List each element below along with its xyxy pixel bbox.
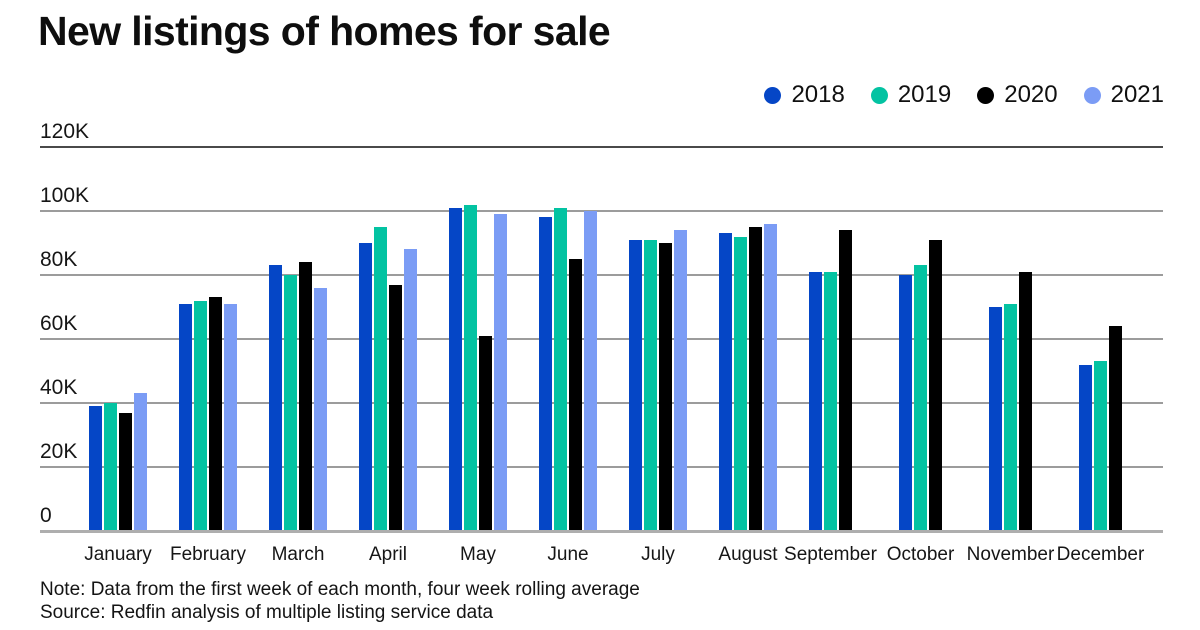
bar-2018-january <box>89 406 102 531</box>
bar-2018-march <box>269 265 282 531</box>
bar-2020-february <box>209 297 222 531</box>
chart-title: New listings of homes for sale <box>38 8 611 54</box>
bar-2019-september <box>824 271 837 531</box>
bar-2020-march <box>299 262 312 531</box>
x-axis-label-january: January <box>84 544 152 565</box>
gridline-100k <box>40 210 1163 212</box>
gridline-20k <box>40 466 1163 468</box>
gridline-80k <box>40 274 1163 276</box>
gridline-40k <box>40 402 1163 404</box>
x-axis-label-february: February <box>169 544 247 565</box>
legend-label-2020: 2020 <box>1004 81 1058 108</box>
x-axis-label-april: April <box>368 544 407 565</box>
legend-item-2021: 2021 <box>1083 81 1164 109</box>
x-axis-label-august: August <box>718 544 778 565</box>
bar-2018-november <box>989 307 1002 531</box>
bar-2020-june <box>569 259 582 531</box>
bar-2018-june <box>539 217 552 531</box>
gridline-0 <box>40 530 1163 533</box>
x-axis-label-september: September <box>784 544 877 565</box>
y-axis-tick-80k: 80K <box>40 248 78 271</box>
bar-2020-january <box>119 412 132 531</box>
y-axis-tick-100k: 100K <box>40 184 90 207</box>
legend-item-2018: 2018 <box>764 81 845 109</box>
bar-2021-january <box>134 393 147 531</box>
note-text: Note: Data from the first week of each m… <box>40 579 640 600</box>
bar-2018-august <box>719 233 732 531</box>
gridline-120k <box>40 146 1163 148</box>
bar-2020-december <box>1109 326 1122 531</box>
gridline-60k <box>40 338 1163 340</box>
x-axis-label-june: June <box>547 544 589 565</box>
bar-2018-december <box>1079 364 1092 531</box>
bar-2020-april <box>389 284 402 531</box>
y-axis-tick-120k: 120K <box>40 120 90 143</box>
footer-notes: Note: Data from the first week of each m… <box>40 578 640 624</box>
bar-2018-july <box>629 239 642 531</box>
x-axis-label-march: March <box>271 544 325 565</box>
bar-2019-may <box>464 204 477 531</box>
x-axis-label-october: October <box>886 544 955 565</box>
legend-dot-2019 <box>870 86 888 104</box>
bar-2019-march <box>284 275 297 531</box>
bar-2019-december <box>1094 361 1107 531</box>
bar-2021-april <box>404 249 417 531</box>
legend-item-2019: 2019 <box>870 81 952 109</box>
bar-2019-february <box>194 300 207 531</box>
legend-dot-2021 <box>1083 86 1101 104</box>
bar-2019-october <box>914 265 927 531</box>
bar-2021-may <box>494 214 507 531</box>
bar-2020-november <box>1019 271 1032 531</box>
bar-2020-october <box>929 239 942 531</box>
bar-2018-october <box>899 275 912 531</box>
bar-2018-may <box>449 207 462 531</box>
bar-2019-june <box>554 207 567 531</box>
x-axis-label-december: December <box>1056 544 1145 565</box>
bar-2021-august <box>764 223 777 531</box>
bar-2020-may <box>479 335 492 531</box>
y-axis-tick-0: 0 <box>40 504 52 527</box>
legend-dot-2020 <box>977 86 995 104</box>
y-axis-tick-40k: 40K <box>40 376 78 399</box>
bar-2020-september <box>839 230 852 531</box>
bar-2020-july <box>659 243 672 531</box>
y-axis-tick-20k: 20K <box>40 440 78 463</box>
bar-2021-march <box>314 287 327 531</box>
bar-2019-august <box>734 236 747 531</box>
legend-label-2021: 2021 <box>1110 81 1164 108</box>
bar-2021-july <box>674 230 687 531</box>
bar-2021-june <box>584 211 597 531</box>
x-axis-label-july: July <box>641 544 675 565</box>
bar-2019-april <box>374 227 387 531</box>
bar-2018-february <box>179 303 192 531</box>
x-axis-label-november: November <box>966 544 1055 565</box>
bar-2018-april <box>359 243 372 531</box>
legend-item-2020: 2020 <box>977 81 1058 109</box>
bar-2019-july <box>644 239 657 531</box>
bar-2018-september <box>809 271 822 531</box>
bar-2019-november <box>1004 303 1017 531</box>
y-axis-tick-60k: 60K <box>40 312 78 335</box>
legend-label-2019: 2019 <box>897 81 952 108</box>
bar-2020-august <box>749 227 762 531</box>
x-axis-label-may: May <box>460 544 496 565</box>
legend-dot-2018 <box>764 86 782 104</box>
bar-2019-january <box>104 403 117 531</box>
bar-2021-february <box>224 303 237 531</box>
legend-label-2018: 2018 <box>791 81 845 108</box>
legend: 2018 2019 2020 2021 <box>764 78 1164 112</box>
source-text: Source: Redfin analysis of multiple list… <box>40 602 494 623</box>
